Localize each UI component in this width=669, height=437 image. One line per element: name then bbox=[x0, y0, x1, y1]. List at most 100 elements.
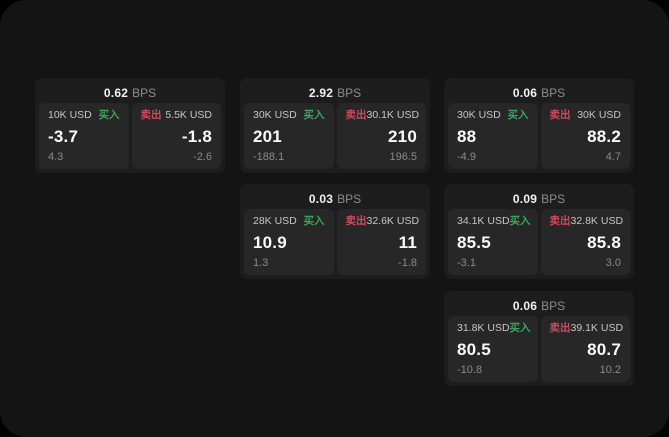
buy-panel[interactable]: 31.8K USD 买入 80.5 -10.8 bbox=[448, 316, 538, 382]
sell-panel[interactable]: 卖出 32.8K USD 85.8 3.0 bbox=[540, 209, 630, 275]
buy-delta: 4.3 bbox=[48, 151, 64, 163]
sell-panel-top: 卖出 30.1K USD bbox=[345, 109, 420, 121]
sell-panel-top: 卖出 32.8K USD bbox=[549, 215, 624, 227]
sell-amount-label: 32.8K USD bbox=[570, 215, 624, 227]
buy-amount-label: 28K USD bbox=[253, 215, 297, 227]
bps-value: 0.09 bbox=[512, 191, 538, 206]
sell-side-label: 卖出 bbox=[549, 215, 571, 227]
buy-panel[interactable]: 10K USD 买入 -3.7 4.3 bbox=[39, 103, 129, 169]
sell-side-label: 卖出 bbox=[140, 109, 162, 121]
sell-side-label: 卖出 bbox=[345, 215, 367, 227]
sell-price: 85.8 bbox=[587, 232, 621, 252]
sell-panel[interactable]: 卖出 39.1K USD 80.7 10.2 bbox=[540, 316, 630, 382]
quote-panels: 10K USD 买入 -3.7 4.3 卖出 5.5K USD -1.8 -2.… bbox=[39, 103, 221, 169]
sell-panel-top: 卖出 5.5K USD bbox=[141, 110, 213, 121]
sell-side-label: 卖出 bbox=[345, 109, 367, 121]
bps-header: 2.92 BPS bbox=[244, 82, 426, 103]
buy-panel[interactable]: 28K USD 买入 10.9 1.3 bbox=[244, 209, 334, 275]
bps-unit: BPS bbox=[541, 85, 566, 100]
bps-value: 2.92 bbox=[308, 85, 334, 100]
sell-panel[interactable]: 卖出 5.5K USD -1.8 -2.6 bbox=[131, 103, 221, 169]
buy-delta: 1.3 bbox=[253, 257, 269, 269]
sell-amount-label: 30K USD bbox=[577, 109, 621, 121]
quote-card: 0.09 BPS 34.1K USD 买入 85.5 -3.1 卖出 32.8K… bbox=[444, 184, 634, 279]
buy-panel-top: 31.8K USD 买入 bbox=[457, 322, 531, 334]
buy-amount-label: 30K USD bbox=[253, 109, 297, 121]
quote-panels: 30K USD 买入 88 -4.9 卖出 30K USD 88.2 4.7 bbox=[448, 103, 630, 169]
sell-panel[interactable]: 卖出 30K USD 88.2 4.7 bbox=[540, 103, 630, 169]
sell-panel[interactable]: 卖出 32.6K USD 11 -1.8 bbox=[336, 209, 426, 275]
buy-price: 85.5 bbox=[457, 232, 491, 252]
buy-panel[interactable]: 34.1K USD 买入 85.5 -3.1 bbox=[448, 209, 538, 275]
sell-amount-label: 30.1K USD bbox=[366, 109, 420, 121]
bps-unit: BPS bbox=[337, 191, 362, 206]
buy-delta: -188.1 bbox=[253, 151, 285, 163]
sell-price: -1.8 bbox=[181, 126, 212, 146]
sell-side-label: 卖出 bbox=[549, 109, 571, 121]
buy-panel[interactable]: 30K USD 买入 201 -188.1 bbox=[244, 103, 334, 169]
sell-price: 88.2 bbox=[587, 126, 621, 146]
sell-delta: 3.0 bbox=[605, 257, 621, 269]
buy-side-label: 买入 bbox=[507, 109, 529, 121]
quote-panels: 34.1K USD 买入 85.5 -3.1 卖出 32.8K USD 85.8… bbox=[448, 209, 630, 275]
bps-value: 0.62 bbox=[103, 85, 129, 100]
sell-amount-label: 32.6K USD bbox=[366, 215, 420, 227]
sell-amount-label: 5.5K USD bbox=[165, 109, 212, 121]
quote-panels: 30K USD 买入 201 -188.1 卖出 30.1K USD 210 1… bbox=[244, 103, 426, 169]
sell-amount-label: 39.1K USD bbox=[570, 322, 624, 334]
bps-header: 0.06 BPS bbox=[448, 295, 630, 316]
bps-unit: BPS bbox=[132, 85, 157, 100]
sell-price: 80.7 bbox=[587, 339, 621, 359]
bps-header: 0.09 BPS bbox=[448, 188, 630, 209]
buy-side-label: 买入 bbox=[509, 215, 531, 227]
buy-price: -3.7 bbox=[48, 126, 79, 146]
buy-delta: -3.1 bbox=[457, 257, 476, 269]
sell-delta: 4.7 bbox=[605, 151, 621, 163]
quote-card: 0.06 BPS 30K USD 买入 88 -4.9 卖出 30K USD 8… bbox=[444, 78, 634, 173]
sell-delta: -1.8 bbox=[398, 257, 417, 269]
sell-price: 11 bbox=[398, 232, 417, 252]
buy-amount-label: 34.1K USD bbox=[457, 215, 510, 227]
buy-amount-label: 30K USD bbox=[457, 109, 501, 121]
sell-delta: -2.6 bbox=[193, 151, 212, 163]
buy-panel-top: 34.1K USD 买入 bbox=[457, 215, 531, 227]
quote-card: 0.06 BPS 31.8K USD 买入 80.5 -10.8 卖出 39.1… bbox=[444, 291, 634, 386]
sell-panel[interactable]: 卖出 30.1K USD 210 196.5 bbox=[336, 103, 426, 169]
sell-side-label: 卖出 bbox=[549, 322, 571, 334]
bps-unit: BPS bbox=[541, 298, 566, 313]
buy-side-label: 买入 bbox=[303, 215, 325, 227]
bps-header: 0.62 BPS bbox=[39, 82, 221, 103]
bps-header: 0.06 BPS bbox=[448, 82, 630, 103]
buy-amount-label: 31.8K USD bbox=[457, 322, 510, 334]
buy-price: 10.9 bbox=[253, 232, 287, 252]
bps-header: 0.03 BPS bbox=[244, 188, 426, 209]
sell-price: 210 bbox=[388, 126, 417, 146]
bps-value: 0.06 bbox=[512, 85, 538, 100]
bps-value: 0.06 bbox=[512, 298, 538, 313]
quote-card: 0.62 BPS 10K USD 买入 -3.7 4.3 卖出 5.5K USD… bbox=[35, 78, 225, 173]
sell-panel-top: 卖出 32.6K USD bbox=[345, 215, 420, 227]
buy-price: 80.5 bbox=[457, 339, 491, 359]
quote-panels: 28K USD 买入 10.9 1.3 卖出 32.6K USD 11 -1.8 bbox=[244, 209, 426, 275]
sell-delta: 196.5 bbox=[389, 151, 417, 163]
buy-delta: -4.9 bbox=[457, 151, 476, 163]
buy-amount-label: 10K USD bbox=[48, 109, 92, 121]
buy-side-label: 买入 bbox=[303, 109, 325, 121]
bps-value: 0.03 bbox=[308, 191, 334, 206]
buy-side-label: 买入 bbox=[509, 322, 531, 334]
buy-panel-top: 30K USD 买入 bbox=[253, 110, 325, 121]
sell-panel-top: 卖出 39.1K USD bbox=[549, 322, 624, 334]
buy-side-label: 买入 bbox=[98, 109, 120, 121]
buy-panel-top: 28K USD 买入 bbox=[253, 216, 325, 227]
sell-delta: 10.2 bbox=[599, 364, 621, 376]
bps-unit: BPS bbox=[541, 191, 566, 206]
buy-panel[interactable]: 30K USD 买入 88 -4.9 bbox=[448, 103, 538, 169]
buy-delta: -10.8 bbox=[457, 364, 483, 376]
sell-panel-top: 卖出 30K USD bbox=[550, 110, 622, 121]
buy-price: 201 bbox=[253, 126, 282, 146]
bps-unit: BPS bbox=[337, 85, 362, 100]
buy-panel-top: 30K USD 买入 bbox=[457, 110, 529, 121]
quote-card: 2.92 BPS 30K USD 买入 201 -188.1 卖出 30.1K … bbox=[240, 78, 430, 173]
buy-panel-top: 10K USD 买入 bbox=[48, 110, 120, 121]
